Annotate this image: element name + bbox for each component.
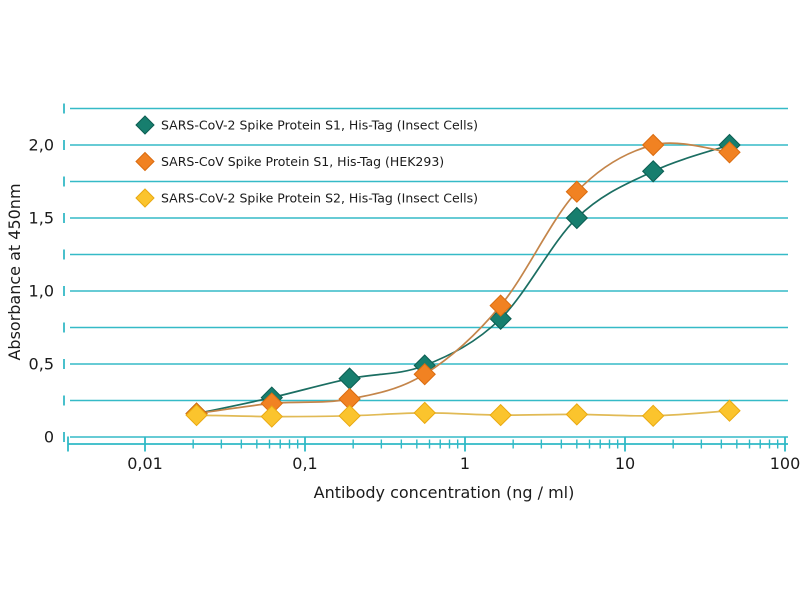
data-point-diamond <box>338 404 361 428</box>
data-point-diamond <box>338 367 361 390</box>
data-point-diamond <box>641 133 665 157</box>
data-point-diamond <box>641 160 665 183</box>
data-point-diamond <box>565 403 589 426</box>
y-tick-label: 0 <box>44 428 54 447</box>
data-point-diamond <box>413 401 436 425</box>
series-layer <box>185 133 741 428</box>
y-tick-label: 1,0 <box>29 282 54 301</box>
data-point-diamond <box>718 399 741 422</box>
data-point-diamond <box>185 403 208 427</box>
x-axis-title: Antibody concentration (ng / ml) <box>314 483 575 502</box>
legend-item: SARS-CoV Spike Protein S1, His-Tag (HEK2… <box>135 151 444 172</box>
legend-item: SARS-CoV-2 Spike Protein S2, His-Tag (In… <box>135 188 478 208</box>
tick-label-layer: 0,01 0,1 1 10 100 0 0,5 1,0 1,5 2,0 <box>29 136 800 474</box>
series-2 <box>185 399 741 428</box>
axis-layer <box>67 436 788 452</box>
legend-label: SARS-CoV-2 Spike Protein S1, His-Tag (In… <box>161 118 478 133</box>
data-point-diamond <box>641 404 665 428</box>
data-point-diamond <box>718 141 741 164</box>
legend: SARS-CoV-2 Spike Protein S1, His-Tag (In… <box>135 115 478 208</box>
series-0 <box>185 133 741 425</box>
legend-marker-diamond <box>135 115 155 135</box>
x-tick-label: 0,1 <box>292 454 317 473</box>
data-point-diamond <box>565 206 589 230</box>
legend-marker-diamond <box>135 151 155 172</box>
data-point-diamond <box>489 403 512 427</box>
x-tick-label: 10 <box>615 454 635 473</box>
x-tick-label: 100 <box>770 454 800 473</box>
data-point-diamond <box>413 363 436 386</box>
series-1 <box>185 133 741 425</box>
y-tick-label: 1,5 <box>29 209 54 228</box>
series-line <box>196 144 730 415</box>
x-tick-label: 0,01 <box>127 454 163 473</box>
x-tick-label: 1 <box>460 454 470 473</box>
legend-label: SARS-CoV-2 Spike Protein S2, His-Tag (In… <box>161 191 478 206</box>
data-point-diamond <box>489 307 512 330</box>
y-tick-label: 0,5 <box>29 355 54 374</box>
legend-label: SARS-CoV Spike Protein S1, His-Tag (HEK2… <box>161 154 444 169</box>
y-axis-title: Absorbance at 450nm <box>5 183 24 360</box>
data-point-diamond <box>489 294 512 317</box>
data-point-diamond <box>565 180 589 203</box>
data-point-diamond <box>260 405 283 428</box>
legend-marker-diamond <box>135 188 155 208</box>
series-line <box>196 142 730 415</box>
legend-item: SARS-CoV-2 Spike Protein S1, His-Tag (In… <box>135 115 478 135</box>
y-tick-label: 2,0 <box>29 136 54 155</box>
